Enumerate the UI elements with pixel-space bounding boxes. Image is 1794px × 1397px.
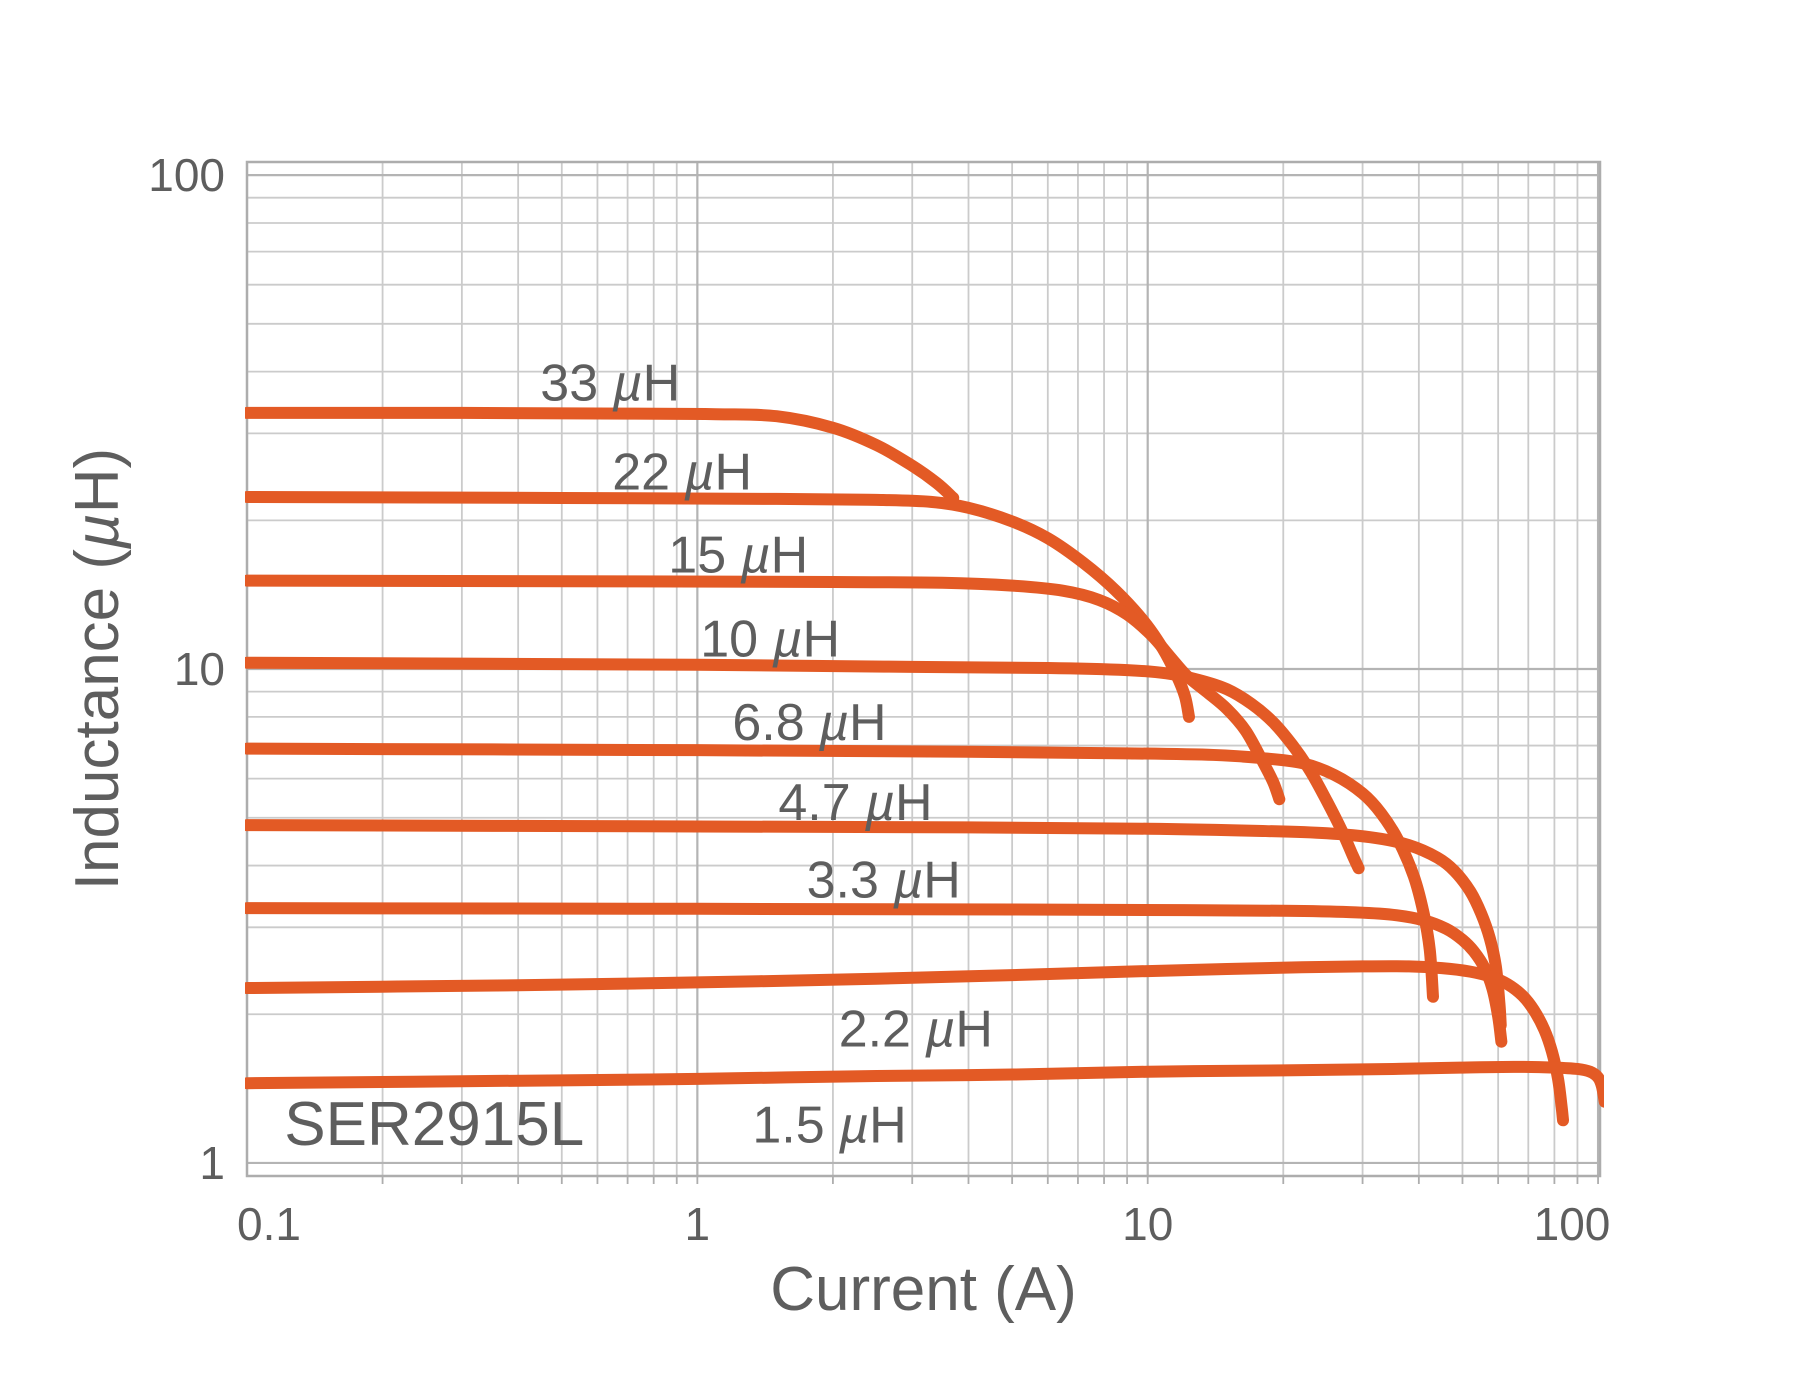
curve-15uH: [245, 574, 1286, 806]
curve-label-22uH: 22 µH: [612, 443, 752, 501]
x-tick-label-10: 10: [1122, 1198, 1173, 1250]
curve-label-15uH: 15 µH: [668, 526, 808, 584]
x-tick-marks: [381, 1176, 1599, 1184]
curve-label-4.7uH: 4.7 µH: [778, 774, 932, 832]
curve-label-10uH: 10 µH: [700, 611, 840, 669]
curve-1.5uH: [245, 1060, 1604, 1108]
curve-10uH: [245, 656, 1365, 875]
x-axis-title: Current (A): [770, 1255, 1077, 1324]
curve-2.2uH: [245, 960, 1570, 1127]
curve-3.3uH: [245, 902, 1508, 1048]
curve-33uH: [245, 406, 960, 504]
part-number-label: SER2915L: [284, 1090, 584, 1159]
curves: [245, 406, 1604, 1127]
y-tick-label-100: 100: [148, 149, 225, 201]
plot-border: [245, 160, 1602, 1178]
x-tick-label-100: 100: [1534, 1198, 1611, 1250]
curve-4.7uH: [245, 819, 1507, 1032]
curve-label-6.8uH: 6.8 µH: [732, 694, 886, 752]
curve-label-2.2uH: 2.2 µH: [839, 1001, 993, 1059]
curve-label-1.5uH: 1.5 µH: [752, 1097, 906, 1155]
y-tick-label-10: 10: [174, 643, 225, 695]
x-tick-label-1: 1: [685, 1198, 711, 1250]
x-tick-label-0.1: 0.1: [237, 1198, 301, 1250]
y-tick-label-1: 1: [199, 1137, 225, 1189]
y-axis-title: Inductance (µH): [63, 448, 132, 890]
curve-6.8uH: [245, 742, 1439, 1003]
curve-label-33uH: 33 µH: [540, 354, 680, 412]
curve-label-3.3uH: 3.3 µH: [807, 851, 961, 909]
